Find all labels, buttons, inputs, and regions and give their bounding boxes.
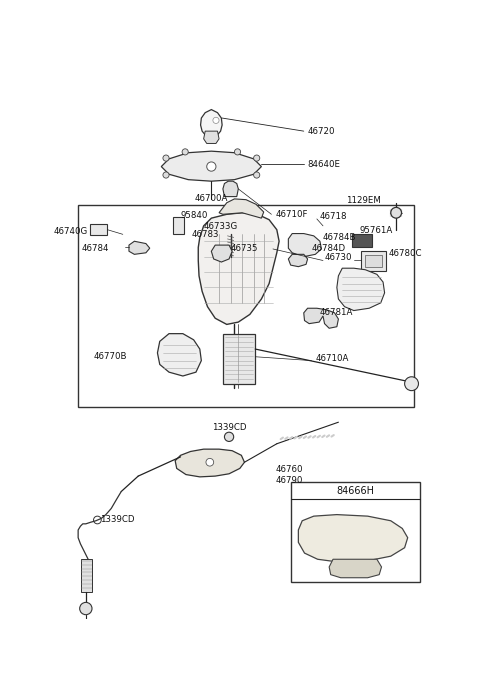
Polygon shape [157,334,201,376]
Circle shape [213,117,219,124]
Polygon shape [337,268,384,311]
Circle shape [391,207,402,218]
Bar [352,234,372,247]
Polygon shape [219,199,264,218]
Polygon shape [211,245,232,262]
Text: 46783: 46783 [192,230,219,239]
Polygon shape [198,213,279,325]
Text: 46780C: 46780C [388,249,422,258]
Text: 46733G: 46733G [204,222,238,231]
Bar [81,559,92,591]
Polygon shape [129,241,150,254]
Bar [173,218,184,234]
Text: 1339CD: 1339CD [100,516,134,525]
Bar [223,334,255,384]
Text: 46790: 46790 [275,476,302,485]
Circle shape [163,155,169,161]
Text: 46740G: 46740G [54,227,88,236]
Text: 46720: 46720 [308,126,335,136]
Text: 46784D: 46784D [312,245,346,254]
Bar [361,252,386,270]
Text: 46700A: 46700A [195,195,228,204]
Text: 1339CD: 1339CD [212,423,246,432]
Text: 95761A: 95761A [360,226,393,235]
Polygon shape [288,234,322,256]
Text: 46781A: 46781A [319,309,352,318]
Circle shape [225,432,234,441]
Circle shape [163,172,169,178]
Text: 46735: 46735 [230,245,258,254]
Text: 46710A: 46710A [315,354,348,363]
Polygon shape [175,449,244,477]
Text: 46730: 46730 [324,253,352,262]
Text: 46760: 46760 [275,466,303,475]
Text: 84640E: 84640E [308,160,341,169]
Polygon shape [201,110,222,138]
Text: 46718: 46718 [319,212,347,221]
Polygon shape [161,151,262,181]
Text: 84666H: 84666H [336,486,374,496]
Polygon shape [204,131,219,143]
Polygon shape [223,181,238,197]
Text: 1129EM: 1129EM [346,196,381,205]
Circle shape [253,155,260,161]
Text: 95840: 95840 [180,211,208,220]
Circle shape [182,149,188,155]
Text: 46770B: 46770B [93,352,127,361]
Circle shape [234,149,240,155]
Bar [90,224,108,235]
Circle shape [80,603,92,614]
Text: 46784B: 46784B [323,233,357,242]
Text: 46710F: 46710F [275,210,308,219]
Bar [365,255,382,267]
Polygon shape [329,559,382,578]
Circle shape [207,162,216,171]
Polygon shape [304,309,338,328]
Circle shape [405,377,419,391]
Text: 46784: 46784 [82,244,109,253]
Bar [78,205,414,407]
Polygon shape [288,254,308,267]
Circle shape [253,172,260,178]
Polygon shape [299,514,408,562]
Circle shape [206,459,214,466]
Bar [291,482,420,582]
